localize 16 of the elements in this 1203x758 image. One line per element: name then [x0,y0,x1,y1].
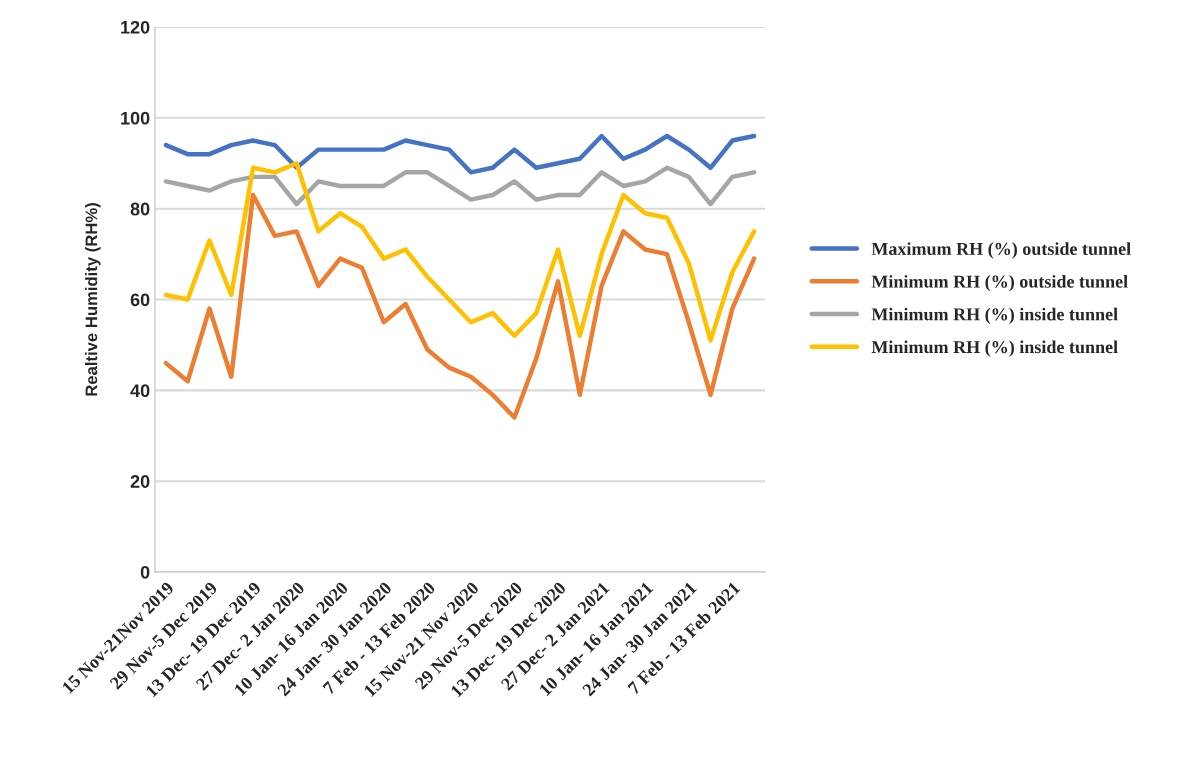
line-series [163,192,757,420]
y-tick-label: 0 [140,565,150,579]
legend-label: Maximum RH (%) outside tunnel [871,242,1131,259]
legend-label: Minimum RH (%) inside tunnel [871,307,1118,325]
y-tick-label: 60 [130,293,150,307]
line-series [163,133,757,175]
line-series [163,161,757,343]
legend-label: Minimum RH (%) outside tunnel [871,275,1128,292]
y-axis-title: Realtive Humidity (RH%) [85,203,101,396]
line-series [163,165,757,207]
y-tick-label: 100 [121,111,150,125]
y-tick-label: 20 [130,475,150,488]
y-tick-label: 40 [130,384,150,398]
y-tick-label: 80 [130,202,150,216]
legend-label: Minimum RH (%) inside tunnel [871,340,1118,357]
y-tick-label: 120 [121,20,150,34]
